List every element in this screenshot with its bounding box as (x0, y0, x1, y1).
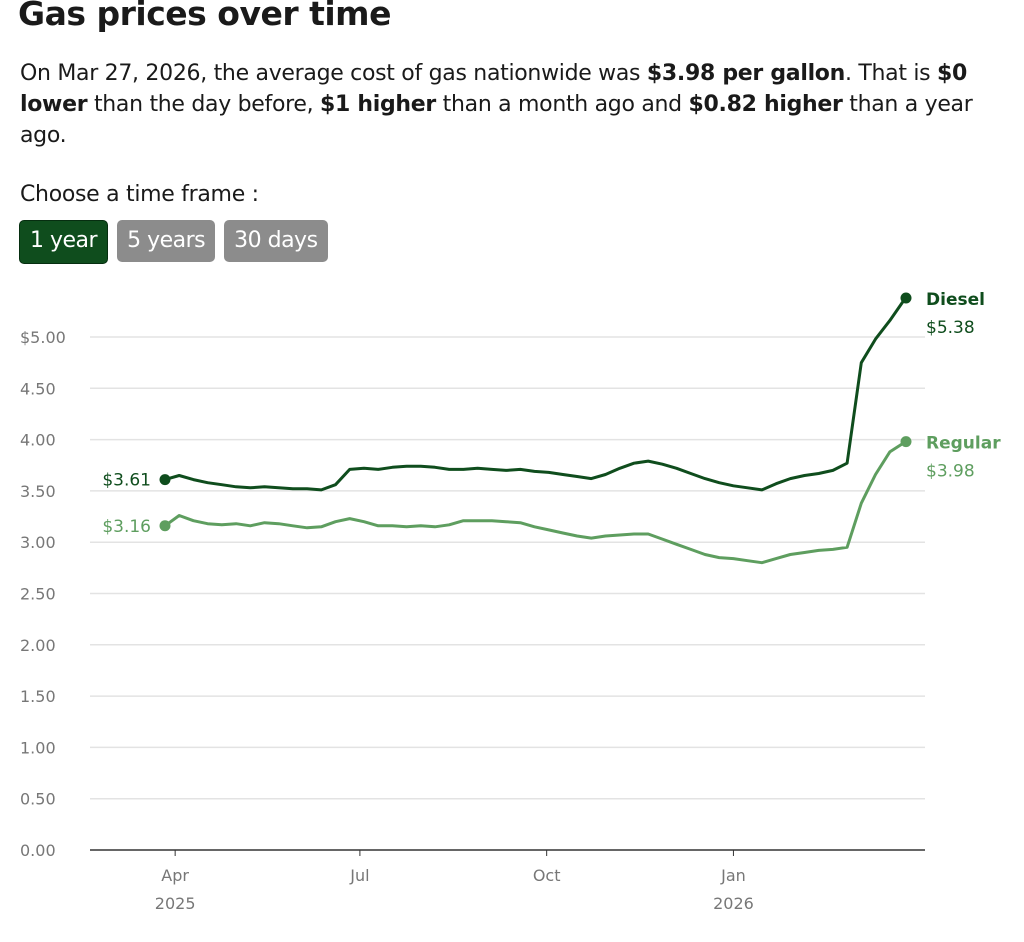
regular-start-label: $3.16 (102, 517, 151, 537)
diesel-line (164, 296, 908, 492)
day-change: $0 lower (20, 61, 968, 117)
diesel-start-point (159, 474, 171, 486)
x-tick-year-label: 2025 (155, 894, 196, 913)
year-change: $0.82 higher (688, 92, 843, 117)
time-frame-label: Choose a time frame : (20, 182, 259, 207)
y-tick-label: $5.00 (20, 328, 66, 347)
y-tick-label: 1.00 (20, 738, 56, 757)
price-summary: On Mar 27, 2026, the average cost of gas… (20, 58, 1010, 151)
x-tick-label: Jan (720, 866, 746, 885)
y-tick-label: 0.50 (20, 790, 56, 809)
summary-text: . That is (844, 61, 938, 86)
diesel-start-label: $3.61 (102, 471, 151, 491)
y-tick-label: 1.50 (20, 687, 56, 706)
regular-start-point (159, 520, 171, 532)
y-tick-label: 4.00 (20, 431, 56, 450)
summary-text: than a month ago and (435, 92, 689, 117)
y-tick-label: 3.00 (20, 533, 56, 552)
x-tick-year-label: 2026 (713, 894, 754, 913)
summary-text: On Mar 27, 2026, the average cost of gas… (20, 61, 647, 86)
current-price: $3.98 per gallon (646, 61, 845, 86)
summary-text: than a year ago. (20, 92, 973, 148)
regular-end-point (900, 436, 912, 448)
regular-legend-label: Regular (926, 434, 1001, 454)
x-tick-label: Jul (349, 866, 369, 885)
page-title: Gas prices over time (18, 0, 391, 33)
x-tick-label: Apr (161, 866, 189, 885)
month-change: $1 higher (320, 92, 436, 117)
regular-line (164, 440, 907, 565)
y-tick-label: 0.00 (20, 841, 56, 860)
y-tick-label: 4.50 (20, 379, 56, 398)
diesel-end-point (900, 292, 912, 304)
y-tick-label: 3.50 (20, 482, 56, 501)
time-frame-selector: 1 year 5 years 30 days (19, 220, 328, 264)
y-tick-label: 2.00 (20, 636, 56, 655)
diesel-legend-label: Diesel (926, 290, 985, 310)
y-tick-label: 2.50 (20, 585, 56, 604)
x-tick-label: Oct (533, 866, 561, 885)
diesel-end-label: $5.38 (926, 318, 975, 338)
gas-price-chart: 0.00 0.50 1.00 1.50 2.00 2.50 3.00 3.50 4.00 4.50… (20, 290, 1001, 913)
time-frame-1-year-button[interactable]: 1 year (19, 220, 109, 264)
time-frame-5-years-button[interactable]: 5 years (117, 220, 216, 262)
regular-end-label: $3.98 (926, 462, 975, 482)
summary-text: than the day before, (87, 92, 320, 117)
time-frame-30-days-button[interactable]: 30 days (224, 220, 328, 262)
